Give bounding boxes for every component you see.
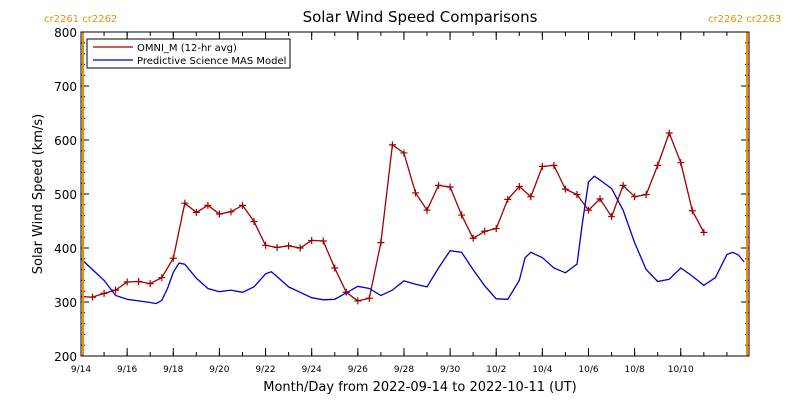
- x-tick-label: 9/24: [302, 365, 322, 375]
- omni-data-point: [354, 297, 362, 305]
- y-tick-label: 400: [54, 242, 77, 256]
- omni-data-point: [688, 207, 696, 215]
- omni-data-point: [423, 206, 431, 214]
- omni-data-point: [181, 199, 189, 207]
- x-tick-label: 9/26: [348, 365, 368, 375]
- omni-data-point: [123, 278, 131, 286]
- series-layer: [81, 129, 745, 305]
- y-tick-label: 600: [54, 134, 77, 148]
- omni-data-point: [238, 201, 246, 209]
- omni-data-point: [492, 225, 500, 233]
- x-axis-ticks: 9/14 9/16 9/18 9/20 9/22 9/24 9/26 9/28 9/30 10/2…: [71, 32, 728, 375]
- omni-data-point: [665, 129, 673, 137]
- y-axis-label: Solar Wind Speed (km/s): [31, 114, 46, 274]
- omni-data-point: [677, 159, 685, 167]
- omni-data-point: [388, 141, 396, 149]
- omni-data-point: [169, 254, 177, 262]
- omni-data-point: [192, 208, 200, 216]
- boundary-markers: [82, 32, 748, 356]
- omni-data-point: [377, 239, 385, 247]
- omni-data-point: [435, 181, 443, 189]
- omni-data-point: [504, 195, 512, 203]
- omni-data-point: [561, 185, 569, 193]
- model-series-line: [81, 175, 745, 305]
- omni-data-point: [631, 193, 639, 201]
- omni-data-point: [642, 191, 650, 199]
- omni-data-point: [608, 213, 616, 221]
- x-tick-label: 9/14: [71, 365, 91, 375]
- omni-data-point: [204, 201, 212, 209]
- omni-data-point: [100, 289, 108, 297]
- omni-data-point: [146, 280, 154, 288]
- omni-data-point: [654, 161, 662, 169]
- omni-data-point: [446, 183, 454, 191]
- carrington-label-left: cr2261 cr2262: [44, 14, 117, 25]
- x-tick-label: 10/6: [578, 365, 598, 375]
- y-tick-label: 800: [54, 26, 77, 40]
- omni-data-point: [250, 218, 258, 226]
- omni-data-point: [331, 264, 339, 272]
- omni-data-point: [112, 286, 120, 294]
- omni-data-point: [596, 195, 604, 203]
- y-tick-label: 700: [54, 80, 77, 94]
- omni-data-point: [400, 149, 408, 157]
- x-tick-label: 9/30: [440, 365, 460, 375]
- legend-label-model: Predictive Science MAS Model: [137, 56, 286, 67]
- omni-data-point: [573, 191, 581, 199]
- legend-box: [86, 38, 291, 69]
- x-axis-label: Month/Day from 2022-09-14 to 2022-10-11 …: [263, 380, 576, 395]
- omni-data-point: [700, 228, 708, 236]
- omni-data-point: [365, 294, 373, 302]
- omni-data-point: [619, 181, 627, 189]
- y-tick-label: 300: [54, 296, 77, 310]
- x-tick-label: 9/16: [117, 365, 137, 375]
- omni-data-point: [481, 227, 489, 235]
- omni-data-point: [273, 243, 281, 251]
- omni-data-point: [262, 241, 270, 249]
- x-tick-label: 10/2: [486, 365, 506, 375]
- omni-data-point: [319, 237, 327, 245]
- omni-data-point: [584, 206, 592, 214]
- x-tick-label: 9/20: [209, 365, 229, 375]
- omni-data-point: [308, 236, 316, 244]
- x-tick-label: 9/22: [255, 365, 275, 375]
- omni-data-point: [550, 161, 558, 169]
- plot-frame: [80, 31, 750, 357]
- legend: OMNI_M (12-hr avg) Predictive Science MA…: [86, 38, 291, 69]
- omni-data-point: [158, 274, 166, 282]
- x-tick-label: 10/4: [532, 365, 552, 375]
- legend-label-omni: OMNI_M (12-hr avg): [137, 43, 237, 54]
- omni-data-point: [215, 210, 223, 218]
- chart-title: Solar Wind Speed Comparisons: [303, 8, 538, 26]
- omni-data-point: [135, 277, 143, 285]
- omni-data-point: [469, 234, 477, 242]
- y-tick-label: 200: [54, 350, 77, 364]
- omni-data-point: [227, 208, 235, 216]
- x-tick-label: 9/18: [163, 365, 183, 375]
- omni-data-point: [538, 162, 546, 170]
- omni-data-point: [411, 189, 419, 197]
- omni-data-point: [285, 242, 293, 250]
- omni-data-point: [89, 293, 97, 301]
- x-tick-label: 10/8: [625, 365, 645, 375]
- carrington-label-right: cr2262 cr2263: [708, 14, 781, 25]
- x-tick-label: 10/10: [668, 365, 694, 375]
- omni-data-point: [458, 211, 466, 219]
- y-tick-label: 500: [54, 188, 77, 202]
- omni-data-point: [527, 193, 535, 201]
- omni-data-point: [515, 182, 523, 190]
- omni-data-point: [296, 244, 304, 252]
- x-tick-label: 9/28: [394, 365, 414, 375]
